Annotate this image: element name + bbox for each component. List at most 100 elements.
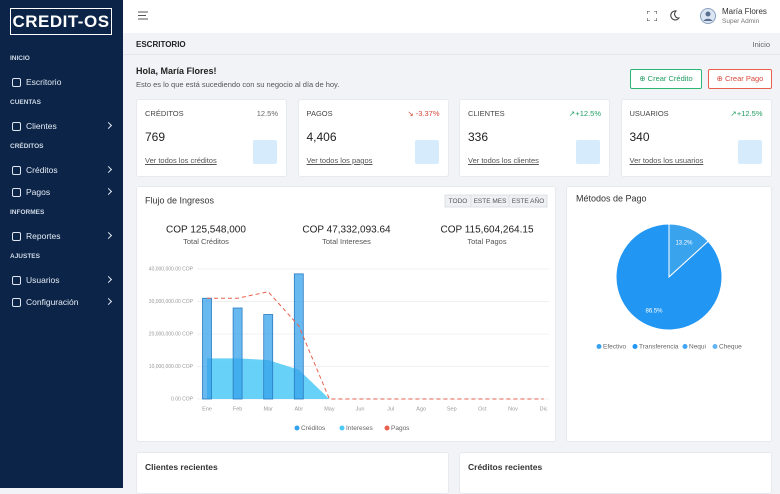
filter-label: TODO xyxy=(449,198,468,205)
logo[interactable]: CREDIT-OS xyxy=(10,8,112,35)
line xyxy=(207,291,544,400)
stat-card: USUARIOS ↗ +12.5% 340 Ver todos los usuario… xyxy=(620,99,772,177)
chevron xyxy=(104,275,113,284)
legend-swatch xyxy=(596,344,602,349)
y-tick-label: 30,000,000.00 COP xyxy=(149,299,194,305)
button-label: Crear Crédito xyxy=(647,74,693,83)
summary-label: Total Pagos xyxy=(467,237,506,246)
stat-label: CLIENTES xyxy=(468,109,505,118)
legend-swatch xyxy=(632,344,638,349)
menu-item[interactable]: Clientes xyxy=(26,121,57,131)
stat-label: CRÉDITOS xyxy=(145,109,184,118)
stat-arrow: ↗ xyxy=(568,109,576,118)
legend-label: Intereses xyxy=(346,425,373,432)
create-payment-button[interactable]: ⊕ Crear Pago xyxy=(708,69,772,89)
section-title: INFORMES xyxy=(10,209,45,216)
chevron xyxy=(104,165,113,174)
bar xyxy=(232,307,243,400)
stat-link[interactable]: Ver todos los clientes xyxy=(468,156,539,165)
stat-value: 4,406 xyxy=(306,130,337,144)
legend-label: Créditos xyxy=(301,425,326,432)
breadcrumb-home[interactable]: Inicio xyxy=(752,40,770,49)
chart-title: Métodos de Pago xyxy=(576,193,647,203)
chevron xyxy=(104,121,113,130)
stat-value: 769 xyxy=(145,130,166,144)
payment-chart: Métodos de Pago 13.2% 86.5% Efectivo Transfe… xyxy=(576,193,742,351)
menu-item[interactable]: Configuración xyxy=(26,297,79,307)
chart-title: Flujo de Ingresos xyxy=(145,195,215,205)
menu-item[interactable]: Reportes xyxy=(26,231,61,241)
legend-label: Pagos xyxy=(391,425,410,432)
top-bar: María Flores Super Admin xyxy=(123,0,780,33)
menu-icon xyxy=(12,276,21,285)
create-credit-button[interactable]: ⊕ Crear Crédito xyxy=(630,69,702,89)
slice-label: 13.2% xyxy=(675,241,693,247)
x-tick-label: Nov xyxy=(508,406,518,412)
x-tick-label: Jul xyxy=(387,406,394,412)
menu-icon xyxy=(12,188,21,197)
menu-item[interactable]: Pagos xyxy=(26,187,51,197)
slice-label: 86.5% xyxy=(646,309,664,315)
menu-item[interactable]: Usuarios xyxy=(26,275,60,285)
avatar[interactable] xyxy=(700,8,716,24)
theme-button[interactable] xyxy=(669,10,680,21)
x-tick-label: Ago xyxy=(416,406,426,412)
x-tick-label: Abr xyxy=(295,406,304,412)
summary-value: COP 115,604,264.15 xyxy=(440,225,533,236)
filter-button[interactable] xyxy=(508,194,548,208)
legend-label: Nequi xyxy=(689,344,706,351)
filter-label: ESTE MES xyxy=(474,198,508,205)
legend-label: Transferencia xyxy=(639,344,679,351)
menu-icon xyxy=(12,166,21,175)
menu-item[interactable]: Créditos xyxy=(26,165,58,175)
recent-credits-card: Créditos recientes xyxy=(459,452,772,494)
stat-label: PAGOS xyxy=(306,109,333,118)
bar xyxy=(293,273,304,400)
stat-link[interactable]: Ver todos los usuarios xyxy=(629,156,704,165)
stat-card: PAGOS ↘ -3.37% 4,406 Ver todos los pagos xyxy=(297,99,449,177)
legend-swatch xyxy=(339,425,345,431)
divider xyxy=(123,54,780,55)
legend-swatch xyxy=(384,425,390,431)
menu-toggle[interactable] xyxy=(138,11,148,20)
stat-card: CLIENTES ↗ +12.5% 336 Ver todos los cliente… xyxy=(459,99,610,177)
stat-change: +12.5% xyxy=(736,109,763,118)
stat-value: 340 xyxy=(629,130,650,144)
y-tick-label: 40,000,000.00 COP xyxy=(149,266,194,272)
summary-value: COP 47,332,093.64 xyxy=(302,225,391,236)
x-tick-label: May xyxy=(324,406,335,412)
button-label: Crear Pago xyxy=(725,74,764,83)
filter-label: ESTE AÑO xyxy=(512,196,545,205)
chevron xyxy=(104,231,113,240)
area xyxy=(207,358,544,399)
legend-label: Efectivo xyxy=(603,344,627,351)
greeting-title: Hola, María Flores! xyxy=(136,66,217,76)
stat-link[interactable]: Ver todos los créditos xyxy=(145,156,217,165)
income-card: Flujo de Ingresos TODO ESTE MES ESTE AÑO COP… xyxy=(136,186,556,442)
card-title: Créditos recientes xyxy=(468,462,543,472)
greeting-subtitle: Esto es lo que está sucediendo con su ne… xyxy=(136,80,340,89)
section-title: AJUSTES xyxy=(10,253,40,260)
chevron xyxy=(104,297,113,306)
x-tick-label: Jun xyxy=(356,406,365,412)
fullscreen-button[interactable] xyxy=(647,11,657,21)
legend-label: Cheque xyxy=(719,344,742,351)
chevron xyxy=(104,187,113,196)
payment-card: Métodos de Pago 13.2% 86.5% Efectivo Transfe… xyxy=(566,186,772,442)
legend-swatch xyxy=(294,425,300,431)
bar xyxy=(202,297,212,400)
breadcrumb-page: ESCRITORIO xyxy=(136,40,186,49)
summary-label: Total Intereses xyxy=(322,237,371,246)
x-tick-label: Oct xyxy=(478,406,487,412)
section-title: CRÉDITOS xyxy=(10,143,44,150)
menu-icon xyxy=(12,232,21,241)
menu-icon xyxy=(12,122,21,131)
menu-item[interactable]: Escritorio xyxy=(26,77,62,87)
income-chart: Flujo de Ingresos TODO ESTE MES ESTE AÑO COP… xyxy=(145,194,549,432)
stat-change: +12.5% xyxy=(575,109,601,118)
stat-link[interactable]: Ver todos los pagos xyxy=(306,156,373,165)
legend-swatch xyxy=(712,344,718,349)
x-tick-label: Mar xyxy=(263,406,273,412)
sidebar: CREDIT-OS INICIO Escritorio CUENTAS Cliente… xyxy=(0,0,123,488)
menu-icon xyxy=(12,298,21,307)
